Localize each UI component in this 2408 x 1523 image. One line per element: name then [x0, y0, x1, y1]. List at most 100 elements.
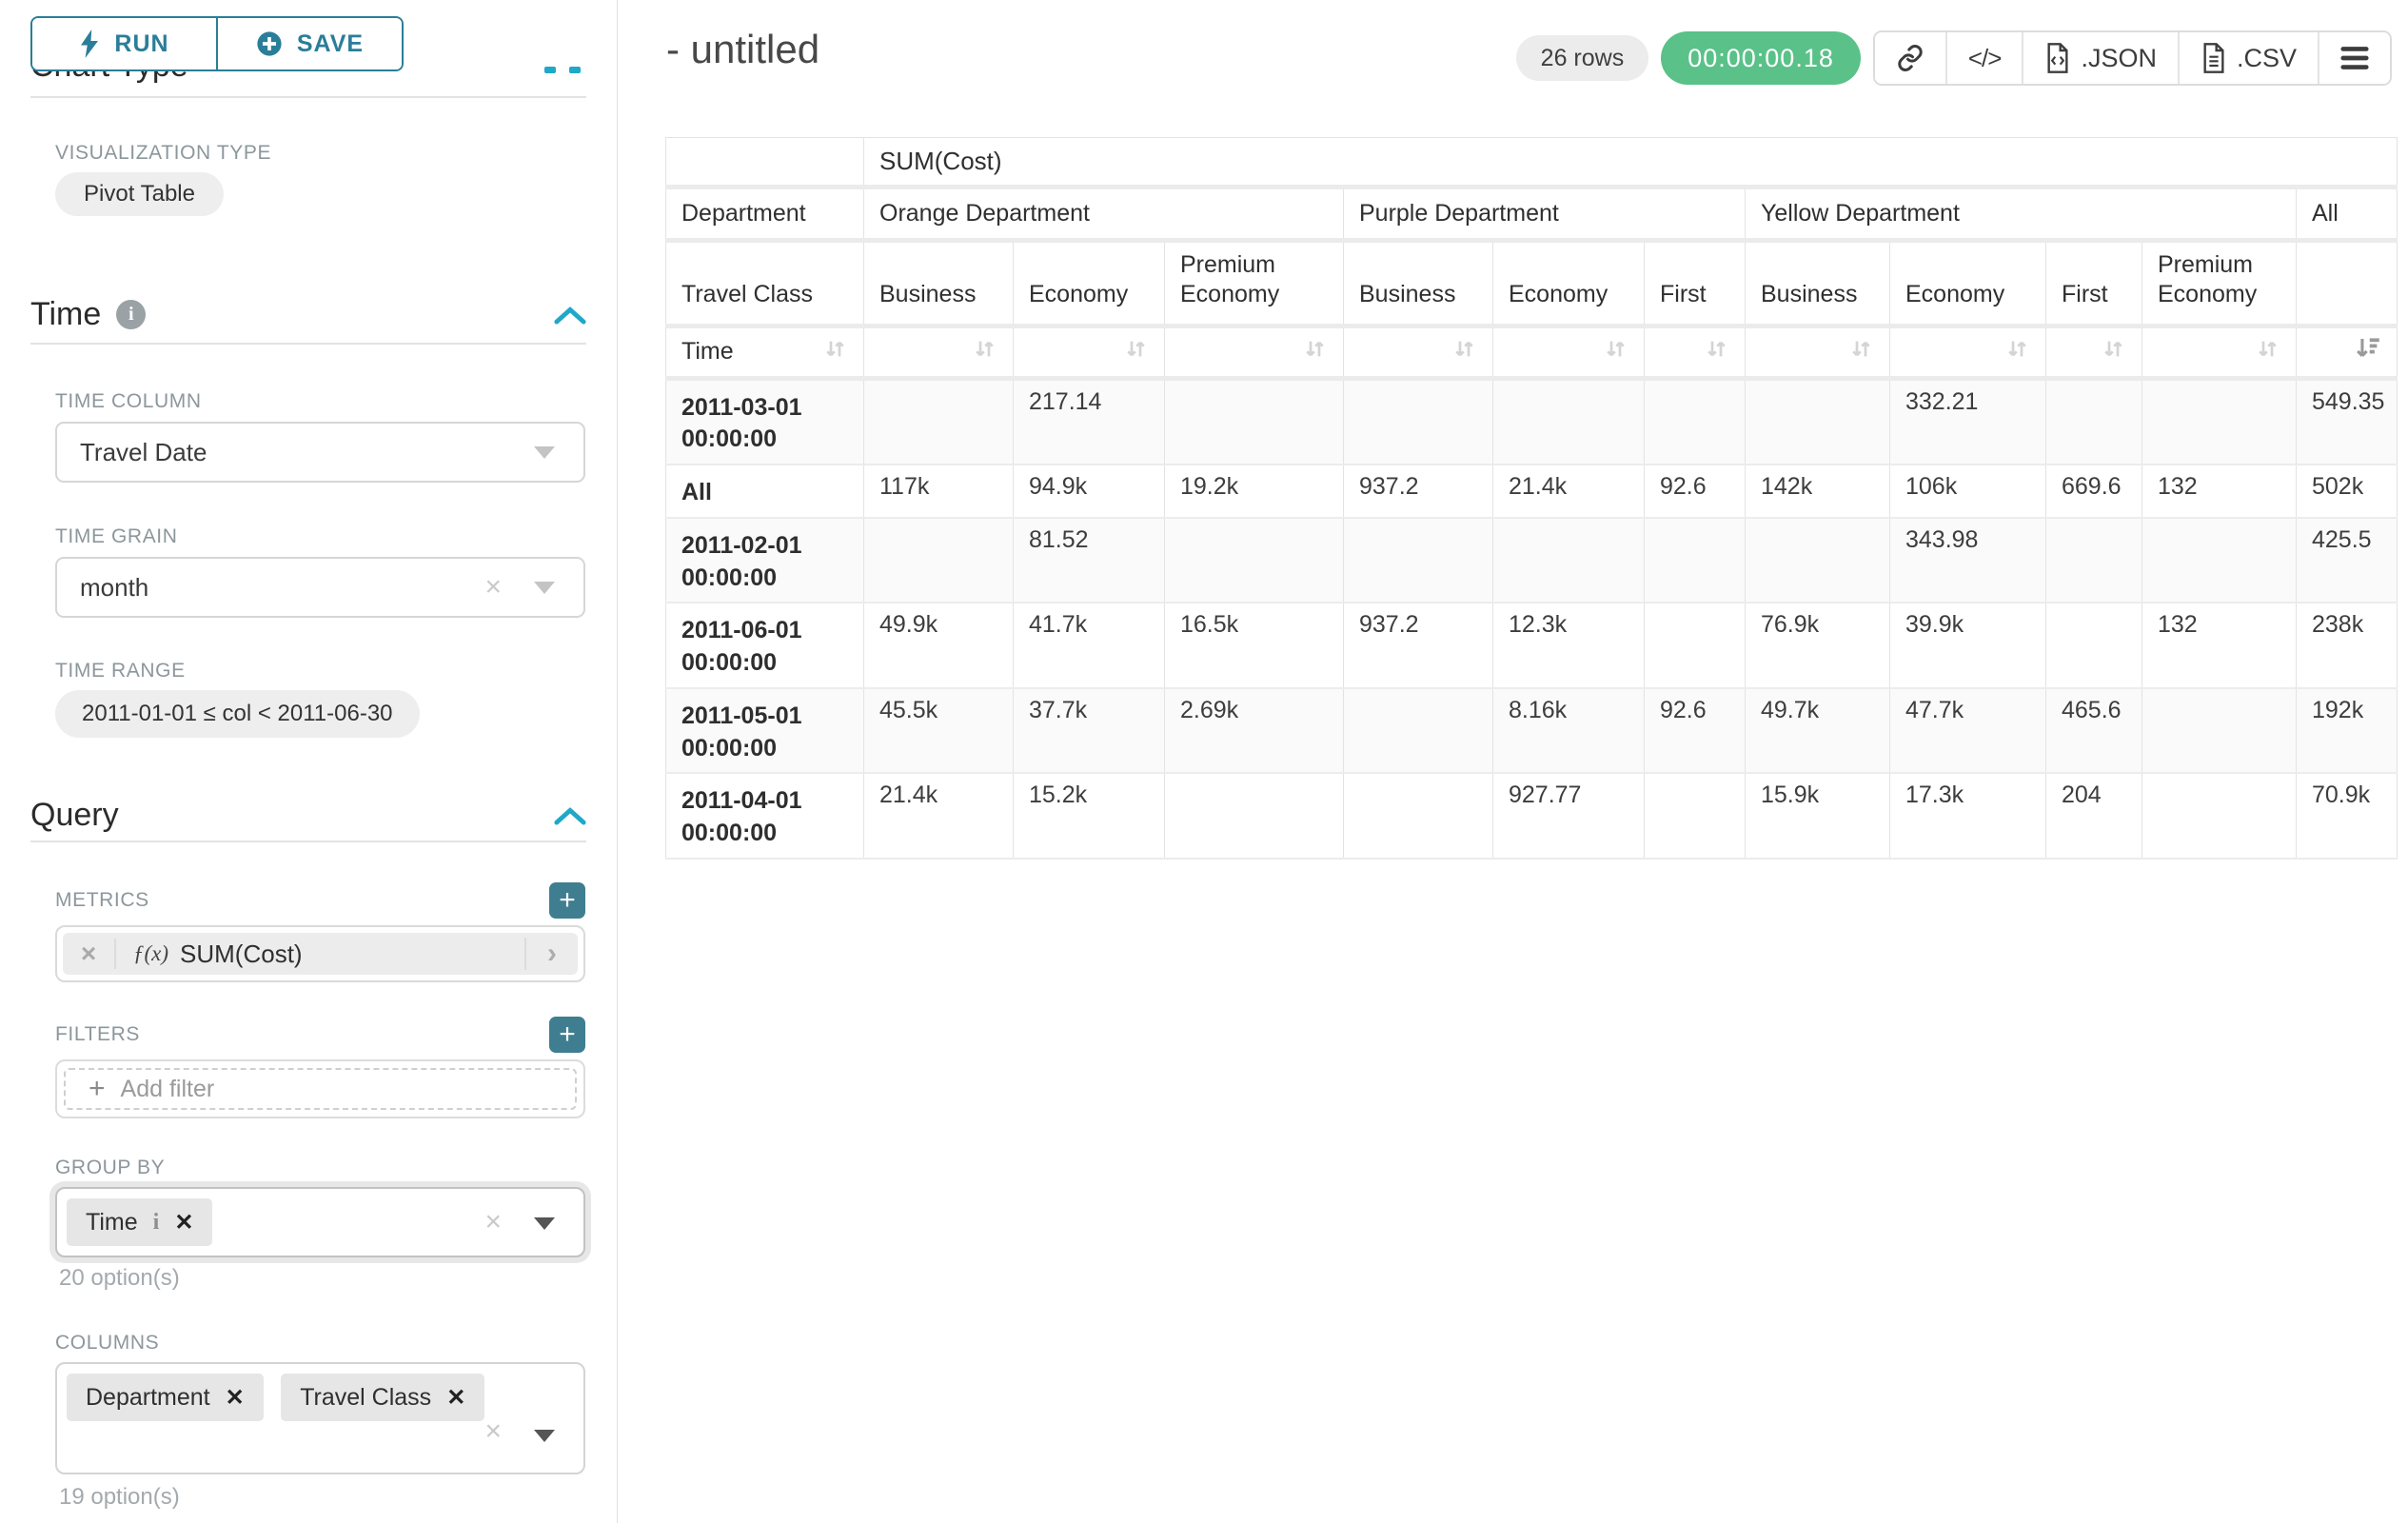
chart-type-collapse-icon[interactable]	[544, 67, 581, 73]
sort-icon[interactable]	[2255, 336, 2280, 368]
pivot-sort-header[interactable]	[1014, 326, 1165, 378]
pivot-sort-header[interactable]	[2297, 326, 2398, 378]
time-range-label: TIME RANGE	[55, 660, 617, 682]
pivot-sort-header[interactable]	[1165, 326, 1344, 378]
time-column-select[interactable]: Travel Date	[55, 422, 585, 483]
caret-down-icon	[534, 1430, 555, 1442]
group-by-tag[interactable]: Time i ✕	[67, 1198, 212, 1246]
menu-button[interactable]	[2318, 32, 2390, 84]
pivot-cell	[1165, 518, 1344, 603]
bolt-icon	[79, 30, 100, 58]
chevron-right-icon[interactable]: ›	[524, 938, 578, 970]
fx-icon: ƒ(x)	[133, 941, 168, 966]
group-by-select[interactable]: Time i ✕ ×	[55, 1187, 585, 1257]
pivot-cell	[1645, 378, 1746, 465]
sort-icon[interactable]	[1704, 336, 1729, 368]
pivot-cell	[1344, 518, 1493, 603]
pivot-row: All117k94.9k19.2k937.221.4k92.6142k106k6…	[666, 465, 2398, 518]
pivot-cell: 132	[2142, 603, 2297, 688]
chevron-up-icon[interactable]	[554, 305, 586, 326]
pivot-cell: 238k	[2297, 603, 2398, 688]
remove-metric-icon[interactable]: ×	[63, 939, 116, 969]
add-filter-dropzone[interactable]: + Add filter	[64, 1068, 577, 1110]
pivot-cell: 47.7k	[1890, 688, 2046, 774]
pivot-corner-travel-class: Travel Class	[666, 241, 864, 326]
pivot-cell: 669.6	[2046, 465, 2142, 518]
sort-icon[interactable]	[972, 336, 997, 368]
share-link-button[interactable]	[1875, 32, 1945, 84]
chart-title[interactable]: - untitled	[666, 27, 819, 72]
sort-icon[interactable]	[2101, 336, 2126, 368]
pivot-subcolumn-header: Business	[1344, 241, 1493, 326]
clear-icon[interactable]: ×	[484, 1206, 502, 1238]
run-save-button-group: RUN SAVE	[30, 16, 404, 71]
pivot-group-header: Orange Department	[864, 188, 1344, 241]
pivot-sort-header[interactable]	[864, 326, 1014, 378]
pivot-cell: 142k	[1746, 465, 1890, 518]
columns-tag[interactable]: Department ✕	[67, 1374, 264, 1421]
run-button[interactable]: RUN	[32, 18, 216, 69]
pivot-sort-header[interactable]	[2142, 326, 2297, 378]
menu-icon	[2340, 46, 2369, 70]
pivot-cell	[2046, 518, 2142, 603]
metric-chip[interactable]: × ƒ(x) SUM(Cost) ›	[63, 933, 578, 975]
pivot-cell: 132	[2142, 465, 2297, 518]
chevron-up-icon[interactable]	[554, 805, 586, 826]
visualization-type-value[interactable]: Pivot Table	[55, 172, 224, 216]
sort-icon[interactable]	[1451, 336, 1477, 368]
pivot-subcolumn-header: Business	[1746, 241, 1890, 326]
pivot-cell: 15.9k	[1746, 773, 1890, 859]
save-button[interactable]: SAVE	[216, 18, 402, 69]
clear-icon[interactable]: ×	[484, 571, 502, 603]
pivot-group-header: Yellow Department	[1746, 188, 2297, 241]
export-json-button[interactable]: .JSON	[2022, 32, 2178, 84]
pivot-cell: 217.14	[1014, 378, 1165, 465]
plus-circle-icon	[256, 30, 283, 57]
columns-tag[interactable]: Travel Class ✕	[281, 1374, 484, 1421]
metrics-label: METRICS	[55, 889, 149, 912]
pivot-row-header: 2011-02-01 00:00:00	[666, 518, 864, 603]
sort-icon[interactable]	[1603, 336, 1628, 368]
columns-select[interactable]: Department ✕ Travel Class ✕ ×	[55, 1362, 585, 1474]
file-code-icon	[2044, 43, 2071, 73]
chart-panel: - untitled 26 rows 00:00:00.18 </> .JSON…	[618, 0, 2408, 1523]
time-grain-select[interactable]: month ×	[55, 557, 585, 618]
columns-options-hint: 19 option(s)	[59, 1484, 617, 1511]
group-by-label: GROUP BY	[55, 1157, 617, 1179]
clear-icon[interactable]: ×	[484, 1415, 502, 1448]
pivot-cell	[1344, 773, 1493, 859]
add-filter-button[interactable]: +	[549, 1017, 585, 1053]
pivot-sort-header[interactable]	[1890, 326, 2046, 378]
pivot-row-header: 2011-04-01 00:00:00	[666, 773, 864, 859]
header-controls: 26 rows 00:00:00.18 </> .JSON .CSV	[1516, 30, 2392, 86]
pivot-corner-time[interactable]: Time	[666, 326, 864, 378]
time-range-value[interactable]: 2011-01-01 ≤ col < 2011-06-30	[55, 690, 420, 738]
pivot-cell	[1645, 603, 1746, 688]
pivot-sort-header[interactable]	[1645, 326, 1746, 378]
sort-icon[interactable]	[822, 336, 848, 368]
pivot-cell	[864, 378, 1014, 465]
remove-tag-icon[interactable]: ✕	[446, 1384, 465, 1412]
pivot-cell: 15.2k	[1014, 773, 1165, 859]
pivot-cell: 502k	[2297, 465, 2398, 518]
sort-descending-icon[interactable]	[2354, 336, 2381, 367]
remove-tag-icon[interactable]: ✕	[174, 1209, 193, 1236]
pivot-subcolumn-header: Economy	[1014, 241, 1165, 326]
pivot-sort-header[interactable]	[2046, 326, 2142, 378]
export-csv-button[interactable]: .CSV	[2178, 32, 2318, 84]
add-metric-button[interactable]: +	[549, 882, 585, 919]
remove-tag-icon[interactable]: ✕	[226, 1384, 245, 1412]
pivot-row: 2011-02-01 00:00:0081.52343.98425.5	[666, 518, 2398, 603]
pivot-sort-header[interactable]	[1493, 326, 1645, 378]
view-query-button[interactable]: </>	[1945, 32, 2023, 84]
sort-icon[interactable]	[1302, 336, 1328, 368]
plus-icon: +	[89, 1073, 106, 1105]
sort-icon[interactable]	[2004, 336, 2030, 368]
pivot-cell	[1746, 518, 1890, 603]
sort-icon[interactable]	[1123, 336, 1149, 368]
sort-icon[interactable]	[1848, 336, 1874, 368]
pivot-sort-header[interactable]	[1344, 326, 1493, 378]
pivot-cell	[2046, 603, 2142, 688]
pivot-sort-header[interactable]	[1746, 326, 1890, 378]
pivot-cell: 49.9k	[864, 603, 1014, 688]
